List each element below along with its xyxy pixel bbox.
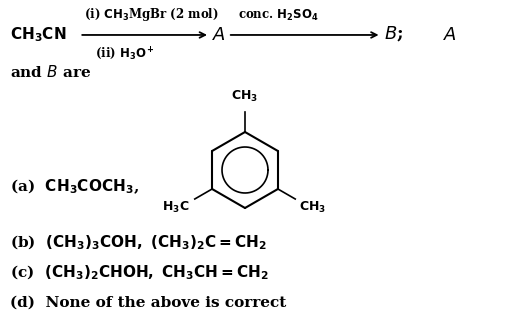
Text: $\mathit{A}$: $\mathit{A}$ <box>212 26 226 44</box>
Text: $\mathbf{CH_3}$: $\mathbf{CH_3}$ <box>231 89 259 104</box>
Text: $\mathbf{CH_3}$: $\mathbf{CH_3}$ <box>300 199 327 214</box>
Text: $\mathit{B}$;: $\mathit{B}$; <box>384 25 403 45</box>
Text: and $\mathit{B}$ are: and $\mathit{B}$ are <box>10 64 92 80</box>
Text: $\mathit{A}$: $\mathit{A}$ <box>443 26 457 44</box>
Text: (i) $\mathbf{CH_3}$MgBr (2 mol): (i) $\mathbf{CH_3}$MgBr (2 mol) <box>84 6 219 24</box>
Text: $\mathbf{H_3C}$: $\mathbf{H_3C}$ <box>162 199 189 214</box>
Text: (ii) $\mathbf{H_3O^+}$: (ii) $\mathbf{H_3O^+}$ <box>95 45 155 62</box>
Text: (b)  $\mathbf{(CH_3)_3COH, \ (CH_3)_2C{=}CH_2}$: (b) $\mathbf{(CH_3)_3COH, \ (CH_3)_2C{=}… <box>10 234 267 252</box>
Text: (c)  $\mathbf{(CH_3)_2CHOH, \ CH_3CH{=}CH_2}$: (c) $\mathbf{(CH_3)_2CHOH, \ CH_3CH{=}CH… <box>10 264 269 282</box>
Text: $\mathbf{CH_3CN}$: $\mathbf{CH_3CN}$ <box>10 26 67 44</box>
Text: conc. $\mathbf{H_2SO_4}$: conc. $\mathbf{H_2SO_4}$ <box>238 7 319 23</box>
Text: (a)  $\mathbf{CH_3COCH_3}$,: (a) $\mathbf{CH_3COCH_3}$, <box>10 177 139 196</box>
Text: (d)  None of the above is correct: (d) None of the above is correct <box>10 296 287 310</box>
